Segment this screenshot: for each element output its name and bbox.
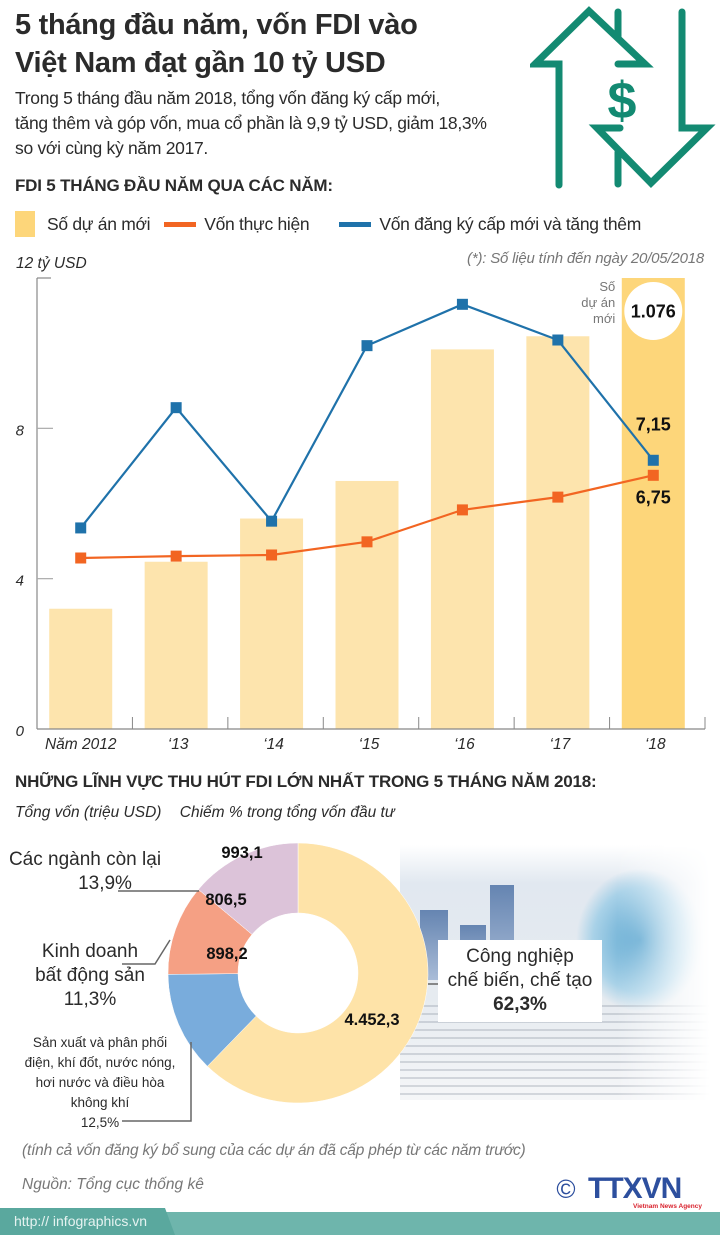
project-count-caption: dự án xyxy=(581,295,615,310)
project-count-value: 1.076 xyxy=(631,302,676,322)
dollar-up-down-arrows-icon: $ xyxy=(530,6,716,189)
page-title: 5 tháng đầu năm, vốn FDI vào Việt Nam đạ… xyxy=(15,6,535,82)
legend-label-registered: Vốn đăng ký cấp mới và tăng thêm xyxy=(379,213,641,234)
bar-17 xyxy=(526,336,590,729)
label-manufacturing-line2: chế biến, chế tạo xyxy=(447,970,593,991)
label-manufacturing-pct: 62,3% xyxy=(493,994,547,1015)
title-line-1: 5 tháng đầu năm, vốn FDI vào xyxy=(15,9,418,41)
bar-13 xyxy=(144,561,208,729)
label-real-estate-pct: 11,3% xyxy=(63,989,117,1010)
chart-legend: Số dự án mới Vốn thực hiện Vốn đăng ký c… xyxy=(15,211,710,237)
logo-subtext: Vietnam News Agency xyxy=(633,1203,702,1210)
intro-line-2: tăng thêm và góp vốn, mua cổ phần là 9,9… xyxy=(15,113,487,133)
point-disbursed-2 xyxy=(266,549,278,561)
label-manufacturing-line1: Công nghiệp xyxy=(466,946,574,967)
point-registered-5 xyxy=(552,334,564,346)
footer-url-tab xyxy=(0,1208,175,1235)
footnote: (tính cả vốn đăng ký bổ sung của các dự … xyxy=(22,1142,526,1159)
intro-text: Trong 5 tháng đầu năm 2018, tổng vốn đăn… xyxy=(15,86,575,161)
donut-slice-0 xyxy=(207,842,429,1104)
point-disbursed-4 xyxy=(456,504,468,516)
legend-swatch-disbursed xyxy=(164,221,197,227)
legend-label-projects: Số dự án mới xyxy=(47,213,151,234)
subtitle-total-capital: Tổng vốn (triệu USD) xyxy=(15,804,162,821)
point-registered-6 xyxy=(647,454,659,466)
label-real-estate-line1: Kinh doanh xyxy=(41,941,139,962)
section1-heading: FDI 5 THÁNG ĐẦU NĂM QUA CÁC NĂM: xyxy=(15,176,333,195)
fdi-sector-donut: 4.452,3 898,2 806,5 993,1 xyxy=(118,842,440,1122)
x-tick-label: ‘16 xyxy=(454,736,475,753)
footer-bar xyxy=(0,1212,720,1235)
copyright-icon: © xyxy=(556,1174,575,1204)
label-energy-line4: không khí xyxy=(70,1095,130,1110)
ttxvn-logo: © TTXVN Vietnam News Agency xyxy=(556,1172,702,1210)
project-count-caption: mới xyxy=(593,311,615,326)
source-credit: Nguồn: Tổng cục thống kê xyxy=(22,1176,204,1193)
intro-line-3: so với cùng kỳ năm 2017. xyxy=(15,138,208,158)
x-tick-label: ‘18 xyxy=(645,736,666,753)
point-registered-4 xyxy=(456,298,468,310)
label-others: Các ngành còn lại 13,9% xyxy=(0,848,170,896)
x-tick-label: ‘13 xyxy=(168,736,189,753)
label-real-estate: Kinh doanh bất động sản 11,3% xyxy=(15,940,165,1012)
label-real-estate-line2: bất động sản xyxy=(35,965,145,986)
point-registered-2 xyxy=(266,515,278,527)
point-disbursed-0 xyxy=(75,552,87,564)
y-axis-unit-label: 12 tỷ USD xyxy=(16,255,87,272)
legend-swatch-projects xyxy=(15,211,35,237)
legend-swatch-registered xyxy=(339,221,372,227)
point-disbursed-3 xyxy=(361,536,373,548)
bar-15 xyxy=(335,480,399,729)
title-line-2: Việt Nam đạt gần 10 tỷ USD xyxy=(15,47,386,79)
bar-16 xyxy=(430,349,494,729)
leader-line-energy xyxy=(122,1042,192,1122)
y-tick-label: 8 xyxy=(16,422,25,439)
label-energy-line3: hơi nước và điều hòa xyxy=(35,1075,165,1090)
bar-Nm2012 xyxy=(49,608,113,729)
project-count-caption: Số xyxy=(599,279,615,294)
y-tick-label: 4 xyxy=(16,573,24,590)
point-disbursed-5 xyxy=(552,491,564,503)
point-registered-0 xyxy=(75,522,87,534)
section2-heading: NHỮNG LĨNH VỰC THU HÚT FDI LỚN NHẤT TRON… xyxy=(15,772,597,791)
logo-text: TTXVN xyxy=(588,1172,681,1205)
label-others-pct: 13,9% xyxy=(78,873,132,894)
x-tick-label: ‘17 xyxy=(550,736,572,753)
y-tick-label: 0 xyxy=(16,723,25,740)
donut-subtitles: Tổng vốn (triệu USD) Chiếm % trong tổng … xyxy=(15,804,395,822)
point-registered-3 xyxy=(361,340,373,352)
label-energy-line1: Sản xuất và phân phối xyxy=(32,1035,168,1050)
donut-value-label-2: 806,5 xyxy=(205,891,246,909)
donut-value-label-1: 898,2 xyxy=(206,945,247,963)
footer-url[interactable]: http:// infographics.vn xyxy=(14,1213,148,1229)
donut-slice-3 xyxy=(198,842,299,935)
point-registered-1 xyxy=(170,402,182,414)
dollar-symbol: $ xyxy=(608,72,637,130)
label-energy-line2: điện, khí đốt, nước nóng, xyxy=(24,1055,176,1070)
data-label-registered-2018: 7,15 xyxy=(636,414,671,434)
legend-label-disbursed: Vốn thực hiện xyxy=(204,213,310,234)
label-energy: Sản xuất và phân phối điện, khí đốt, nướ… xyxy=(15,1033,185,1133)
project-count-badge xyxy=(624,282,683,340)
fdi-combo-chart: 0 4 8 Năm 2012 ‘13 ‘14 ‘15 ‘16 ‘17 ‘18 7,15 6,75 1.0… xyxy=(16,277,706,753)
x-tick-label: ‘14 xyxy=(263,736,284,753)
x-tick-label: ‘15 xyxy=(359,736,380,753)
x-tick-label: Năm 2012 xyxy=(45,736,117,753)
label-energy-pct: 12,5% xyxy=(80,1115,120,1130)
data-label-disbursed-2018: 6,75 xyxy=(636,487,671,507)
bar-18 xyxy=(621,278,685,729)
label-manufacturing: Công nghiệp chế biến, chế tạo 62,3% xyxy=(438,940,602,1022)
point-disbursed-6 xyxy=(647,469,659,481)
intro-line-1: Trong 5 tháng đầu năm 2018, tổng vốn đăn… xyxy=(15,88,440,108)
subtitle-percent-share: Chiếm % trong tổng vốn đầu tư xyxy=(179,804,395,821)
label-others-line1: Các ngành còn lại xyxy=(8,849,162,870)
leader-line-real-estate xyxy=(122,939,171,965)
data-note: (*): Số liệu tính đến ngày 20/05/2018 xyxy=(467,250,704,267)
point-disbursed-1 xyxy=(170,550,182,562)
donut-value-label-3: 993,1 xyxy=(221,844,262,862)
donut-value-label-0: 4.452,3 xyxy=(344,1011,399,1029)
